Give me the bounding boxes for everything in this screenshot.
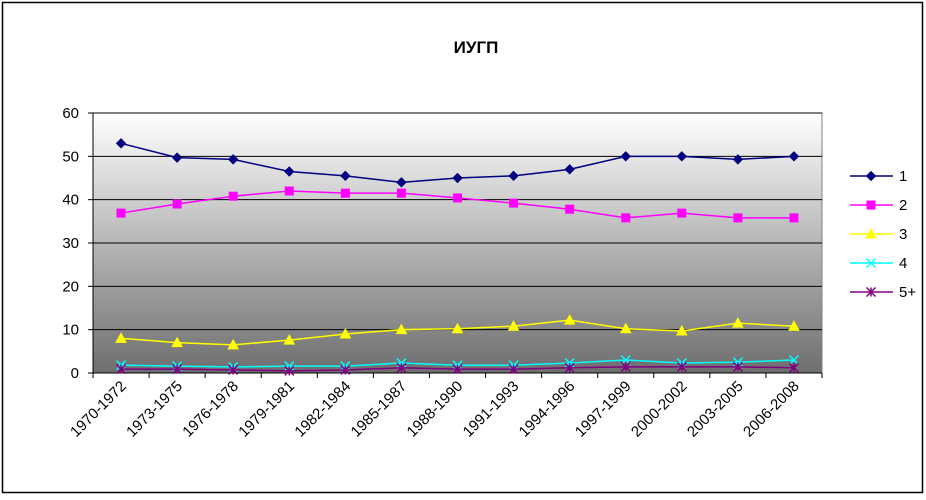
data-point — [396, 358, 407, 369]
legend-label: 4 — [899, 255, 907, 272]
data-point — [733, 213, 743, 223]
y-tick-label: 50 — [62, 148, 79, 165]
data-point — [732, 357, 743, 368]
data-point — [507, 320, 520, 331]
data-point — [788, 151, 800, 162]
data-point — [452, 172, 463, 184]
data-point — [732, 317, 744, 328]
data-point — [788, 320, 800, 331]
data-point — [620, 361, 631, 372]
data-point — [452, 364, 463, 375]
data-point — [788, 354, 799, 366]
y-tick-label: 60 — [62, 105, 79, 122]
legend-marker — [865, 257, 877, 269]
legend-label: 3 — [899, 226, 907, 243]
data-point — [564, 362, 575, 373]
data-point — [283, 334, 296, 345]
data-point — [115, 138, 127, 149]
legend-label: 5+ — [899, 284, 916, 301]
data-point — [788, 362, 799, 373]
data-point — [732, 154, 744, 165]
data-point — [340, 170, 351, 182]
data-point — [396, 362, 407, 373]
data-point — [676, 151, 688, 162]
y-tick-label: 10 — [62, 322, 79, 339]
data-point — [284, 361, 295, 372]
y-tick-label: 40 — [62, 192, 79, 209]
data-point — [284, 365, 295, 376]
y-tick-label: 20 — [62, 278, 79, 295]
data-point — [675, 324, 688, 336]
data-point — [509, 198, 519, 208]
chart-title: ИУГП — [454, 38, 499, 57]
legend-marker — [865, 170, 877, 182]
data-point — [564, 164, 575, 175]
data-point — [228, 191, 238, 201]
data-point — [619, 322, 632, 334]
data-point — [116, 208, 126, 218]
data-point — [396, 177, 407, 188]
legend-marker — [865, 286, 877, 298]
data-point — [340, 188, 350, 198]
data-point — [508, 364, 519, 375]
data-point — [116, 364, 127, 375]
legend-marker — [865, 227, 877, 239]
data-point — [172, 364, 183, 375]
data-point — [171, 152, 183, 163]
data-point — [171, 336, 183, 348]
data-point — [340, 364, 351, 375]
data-point — [732, 361, 743, 372]
data-point — [453, 193, 462, 203]
data-point — [789, 213, 799, 223]
y-tick-label: 0 — [71, 365, 79, 382]
data-point — [621, 213, 631, 223]
legend-marker — [866, 200, 876, 210]
data-point — [677, 208, 687, 218]
y-tick-label: 30 — [62, 235, 79, 252]
data-point — [227, 154, 239, 165]
data-point — [284, 186, 294, 196]
data-point — [395, 323, 408, 335]
legend-label: 2 — [899, 197, 907, 214]
data-point — [451, 322, 464, 334]
data-point — [172, 199, 182, 209]
data-point — [227, 338, 240, 350]
data-point — [565, 204, 575, 214]
data-point — [228, 364, 239, 375]
data-point — [396, 188, 406, 198]
legend-label: 1 — [899, 168, 907, 185]
data-point — [620, 151, 631, 162]
data-point — [564, 358, 575, 369]
data-point — [508, 170, 519, 182]
data-point — [339, 327, 352, 339]
data-point — [676, 361, 687, 372]
data-point — [115, 332, 127, 343]
data-point — [563, 314, 576, 325]
data-point — [284, 166, 295, 177]
